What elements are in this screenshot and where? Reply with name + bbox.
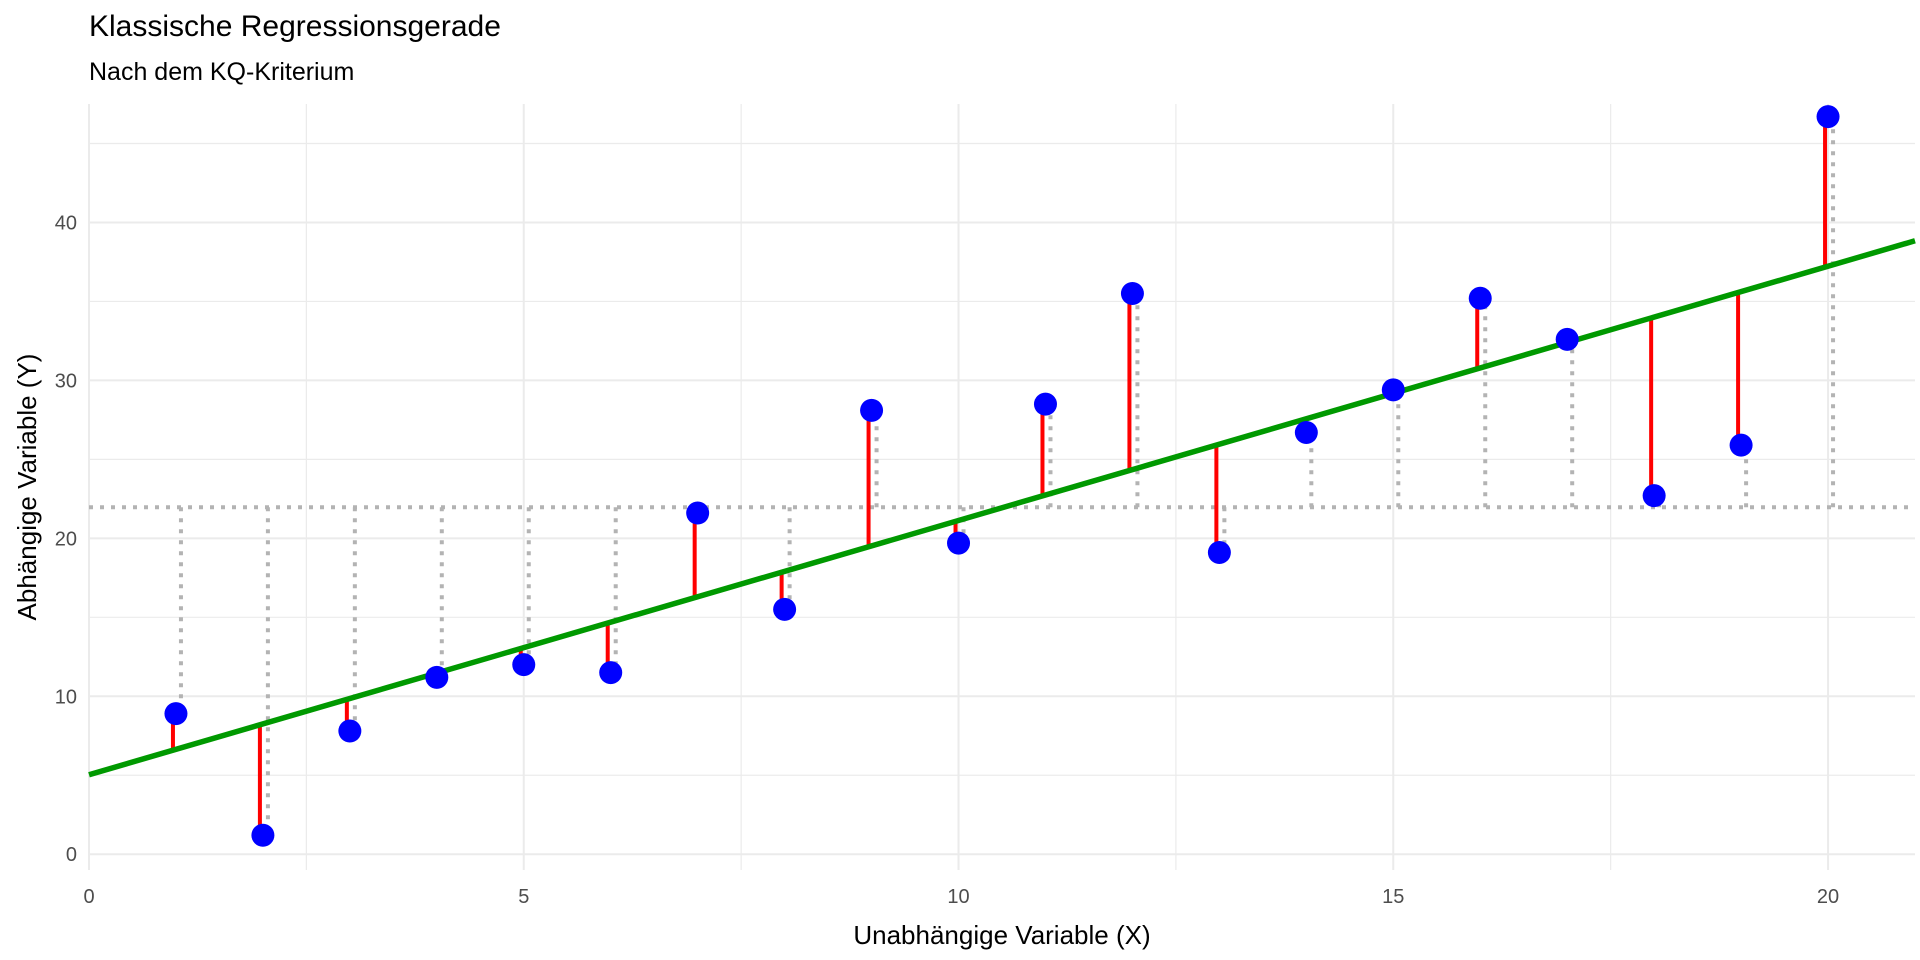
- x-tick-label: 20: [1817, 886, 1839, 908]
- data-point: [251, 823, 275, 847]
- y-tick-label: 10: [55, 686, 77, 708]
- data-point: [1207, 541, 1231, 565]
- data-point: [425, 665, 449, 689]
- data-points: [164, 105, 1840, 847]
- data-point: [773, 597, 797, 621]
- data-point: [1033, 392, 1057, 416]
- data-point: [1120, 282, 1144, 306]
- chart-title: Klassische Regressionsgerade: [89, 10, 501, 43]
- chart-subtitle: Nach dem KQ-Kriterium: [89, 58, 355, 86]
- x-tick-label: 0: [83, 886, 94, 908]
- x-axis-title: Unabhängige Variable (X): [853, 920, 1150, 950]
- y-tick-label: 0: [66, 844, 77, 866]
- data-point: [1642, 484, 1666, 508]
- data-point: [1555, 327, 1579, 351]
- x-tick-label: 10: [947, 886, 969, 908]
- data-point: [1294, 421, 1318, 445]
- regression-line: [88, 238, 1916, 778]
- x-tick-label: 15: [1382, 886, 1404, 908]
- data-point: [599, 661, 623, 685]
- data-point: [512, 653, 536, 677]
- x-tick-label: 5: [518, 886, 529, 908]
- data-point: [860, 398, 884, 422]
- mean-guides: [89, 116, 1915, 836]
- y-tick-label: 40: [55, 212, 77, 234]
- residual-lines: [170, 116, 1828, 836]
- data-point: [947, 531, 971, 555]
- data-point: [1816, 105, 1840, 129]
- y-tick-label: 30: [55, 370, 77, 392]
- y-tick-label: 20: [55, 528, 77, 550]
- data-point: [1468, 286, 1492, 310]
- data-point: [1729, 433, 1753, 457]
- grid-lines: [88, 104, 1915, 870]
- y-axis-title: Abhängige Variable (Y): [12, 354, 42, 621]
- data-point: [164, 702, 188, 726]
- data-point: [1381, 378, 1405, 402]
- tick-labels: 0 5 10 15 20 0 10 20 30 40: [55, 212, 1839, 908]
- data-point: [338, 719, 362, 743]
- regression-line-group: [88, 238, 1916, 778]
- data-point: [686, 501, 710, 525]
